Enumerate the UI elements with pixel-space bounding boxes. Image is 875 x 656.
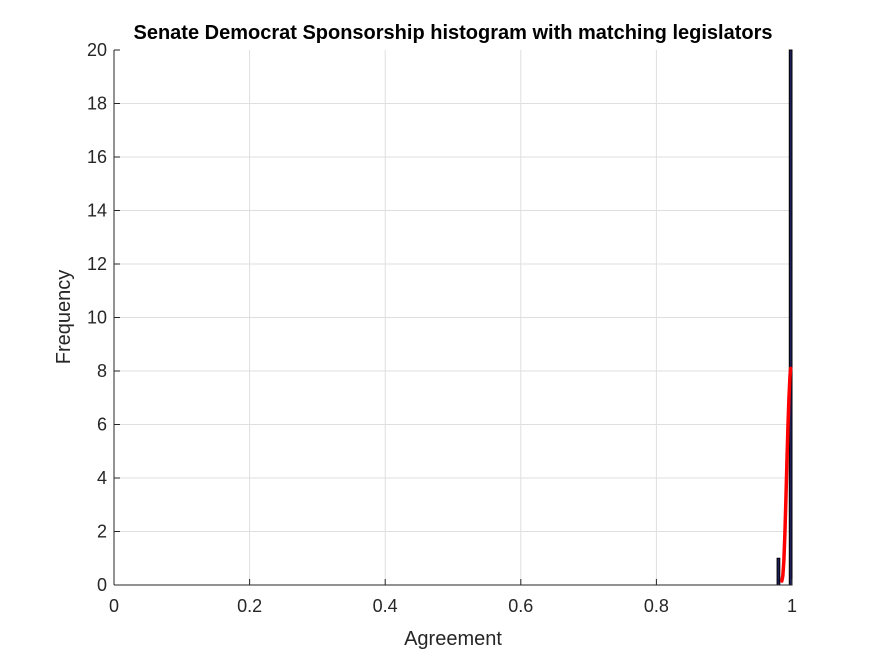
y-axis-label: Frequency [53, 270, 75, 365]
x-tick-label: 0.8 [644, 596, 669, 616]
y-tick-label: 16 [87, 147, 107, 167]
histogram-bar [788, 49, 793, 586]
x-tick-label: 0 [109, 596, 119, 616]
y-tick-label: 12 [87, 254, 107, 274]
y-tick-label: 6 [97, 415, 107, 435]
y-tick-label: 2 [97, 522, 107, 542]
grid-lines [114, 50, 792, 585]
y-tick-label: 18 [87, 94, 107, 114]
x-tick-label: 0.2 [237, 596, 262, 616]
y-tick-label: 8 [97, 361, 107, 381]
y-tick-label: 14 [87, 201, 107, 221]
histogram-bar [776, 557, 781, 586]
x-tick-label: 0.6 [508, 596, 533, 616]
x-axis-label: Agreement [404, 628, 502, 650]
y-tick-labels: 0 2 4 6 8 10 12 14 16 18 20 [87, 40, 107, 595]
y-tick-label: 0 [97, 575, 107, 595]
x-tick-labels: 0 0.2 0.4 0.6 0.8 1 [109, 596, 797, 616]
chart-title: Senate Democrat Sponsorship histogram wi… [133, 22, 772, 44]
y-tick-label: 20 [87, 40, 107, 60]
y-tick-label: 10 [87, 308, 107, 328]
fit-curve [780, 366, 793, 583]
axes [113, 49, 793, 586]
x-tick-label: 0.4 [373, 596, 398, 616]
fit-curve-group [780, 366, 793, 583]
x-tick-label: 1 [787, 596, 797, 616]
y-tick-label: 4 [97, 468, 107, 488]
